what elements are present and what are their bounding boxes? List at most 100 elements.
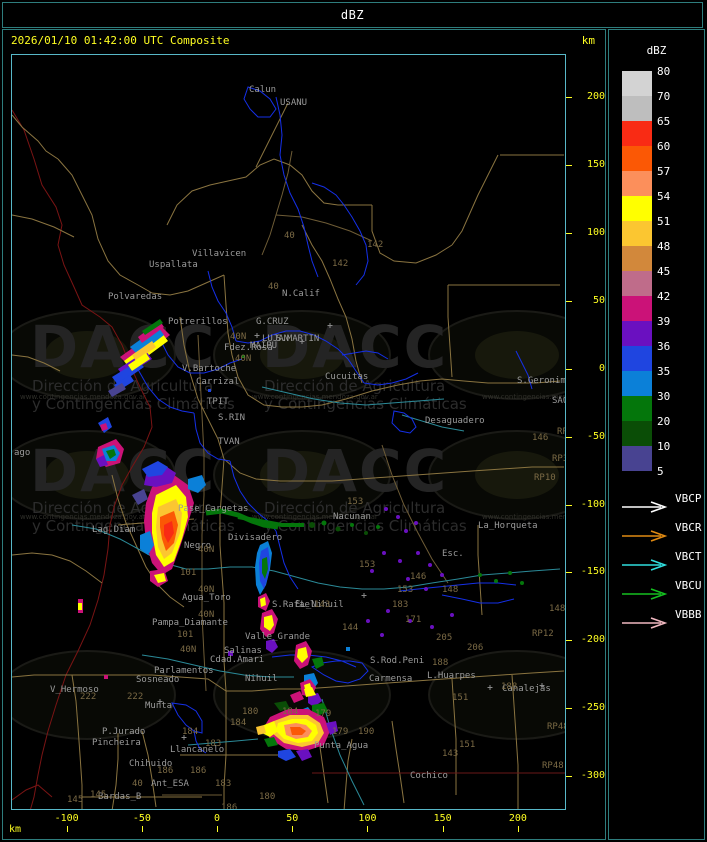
- vector-legend-label: VBCT: [675, 550, 702, 563]
- place-label: Carrizal: [196, 377, 240, 387]
- road-label: 184: [282, 707, 299, 717]
- x-axis: km -100 -50 0 50 100 150 200: [3, 809, 605, 839]
- road-label: 153: [397, 585, 414, 595]
- x-axis-tick-label: -100: [54, 813, 79, 824]
- arrow-icon: [621, 585, 669, 604]
- road-label: 153: [347, 497, 364, 507]
- place-label: La_Horqueta: [478, 521, 538, 531]
- place-label: Ant_ESA: [151, 779, 189, 789]
- arrow-icon: [621, 614, 669, 633]
- colorbar-swatch[interactable]: [622, 421, 652, 446]
- road-label: 144: [342, 623, 359, 633]
- place-label: S.Rod.Peni: [370, 656, 425, 666]
- road-label: 179: [315, 709, 332, 719]
- y-axis-tick-label: -200: [580, 634, 605, 646]
- road-label: 153: [359, 560, 376, 570]
- place-label: S.Rafael: [272, 600, 316, 610]
- colorbar-tick-label: 35: [657, 365, 671, 378]
- window-title-bar: dBZ: [2, 2, 703, 28]
- colorbar-tick-label: 36: [657, 340, 671, 353]
- colorbar-swatch[interactable]: [622, 446, 652, 471]
- place-label: Esc.: [442, 549, 464, 559]
- colorbar-swatch[interactable]: [622, 346, 652, 371]
- road-label: 40N: [198, 545, 215, 555]
- y-axis-tick-label: -300: [580, 770, 605, 782]
- road-label: 40N: [198, 610, 215, 620]
- road-label: 40: [132, 779, 143, 789]
- colorbar-tick-label: 80: [657, 65, 671, 78]
- place-label: L.Huarpes: [427, 671, 476, 681]
- road-label: 184: [182, 727, 199, 737]
- y-axis-tick-label: 200: [586, 91, 605, 103]
- place-label: USANU: [280, 98, 308, 108]
- colorbar-swatch[interactable]: [622, 396, 652, 421]
- radar-echo-layer: [78, 319, 524, 761]
- y-axis-tick: [566, 233, 572, 235]
- colorbar-swatch[interactable]: [622, 371, 652, 396]
- road-label: 184: [230, 718, 247, 728]
- x-axis-tick: [66, 826, 68, 832]
- place-label: Pincheira: [92, 738, 141, 748]
- vector-legend-label: VBCR: [675, 521, 702, 534]
- colorbar-swatch[interactable]: [622, 221, 652, 246]
- x-axis-tick-label: 150: [433, 813, 452, 824]
- y-axis-tick: [566, 640, 572, 642]
- colorbar-swatch[interactable]: [622, 246, 652, 271]
- y-axis-tick: [566, 572, 572, 574]
- colorbar-swatch[interactable]: [622, 171, 652, 196]
- place-label: Agua_Toro: [182, 593, 231, 603]
- road-label: 180: [259, 792, 276, 802]
- road-label: 40: [284, 231, 295, 241]
- colorbar-swatch[interactable]: [622, 271, 652, 296]
- place-label: Parlamentos: [154, 666, 214, 676]
- place-label: Calun: [249, 85, 277, 95]
- colorbar-tick-label: 51: [657, 215, 671, 228]
- place-label: SAOU: [552, 396, 565, 406]
- place-label: Uspallata: [149, 260, 198, 270]
- x-axis-tick: [442, 826, 444, 832]
- x-axis-tick: [367, 826, 369, 832]
- x-axis-tick-label: 100: [358, 813, 377, 824]
- place-label: Potrerillos: [168, 317, 228, 327]
- colorbar-tick-label: 45: [657, 265, 671, 278]
- colorbar-swatch[interactable]: [622, 196, 652, 221]
- y-axis-tick-label: -50: [586, 430, 605, 442]
- place-label: Bardas_B: [98, 792, 142, 802]
- colorbar-swatch[interactable]: [622, 96, 652, 121]
- road-label: 145: [90, 790, 107, 800]
- road-label: 222: [127, 692, 144, 702]
- road-label: 186: [157, 766, 174, 776]
- road-label: RP3: [552, 454, 565, 464]
- x-axis-tick-label: 0: [214, 813, 221, 824]
- road-label: 40N: [198, 585, 215, 595]
- colorbar-swatch[interactable]: [622, 71, 652, 96]
- road-label: 222: [80, 692, 97, 702]
- colorbar-scale[interactable]: [622, 71, 652, 471]
- radar-plot-area[interactable]: DACC DACC Dirección de Agricultura y Con…: [11, 54, 566, 810]
- colorbar-panel: dBZ 80 70 65 60 57 54 51 48 45 42 39 36 35 30 20 10 5 VB…: [608, 29, 705, 840]
- place-label: EL_Nihuil: [295, 600, 344, 610]
- road-label: 148: [549, 604, 565, 614]
- place-label: TVAN: [218, 437, 240, 447]
- road-label: 142: [367, 240, 384, 250]
- vector-legend-label: VBBB: [675, 608, 702, 621]
- colorbar-swatch[interactable]: [622, 146, 652, 171]
- place-label: Negro: [184, 541, 212, 551]
- y-axis-tick: [566, 165, 572, 167]
- road-label: 183: [392, 600, 409, 610]
- road-label: 188: [432, 658, 449, 668]
- colorbar-tick-label: 39: [657, 315, 671, 328]
- road-label: 206: [467, 643, 484, 653]
- road-label: 143: [442, 749, 459, 759]
- road-label: 183: [205, 739, 222, 749]
- place-label: Divisadero: [228, 533, 283, 543]
- colorbar-tick-label: 65: [657, 115, 671, 128]
- colorbar-tick-label: 57: [657, 165, 671, 178]
- place-label: Lag.Diam: [92, 525, 136, 535]
- y-axis-tick-label: 0: [598, 362, 605, 374]
- colorbar-swatch[interactable]: [622, 296, 652, 321]
- road-label: RP48: [542, 761, 564, 771]
- colorbar-swatch[interactable]: [622, 121, 652, 146]
- road-label: 146: [532, 433, 549, 443]
- colorbar-swatch[interactable]: [622, 321, 652, 346]
